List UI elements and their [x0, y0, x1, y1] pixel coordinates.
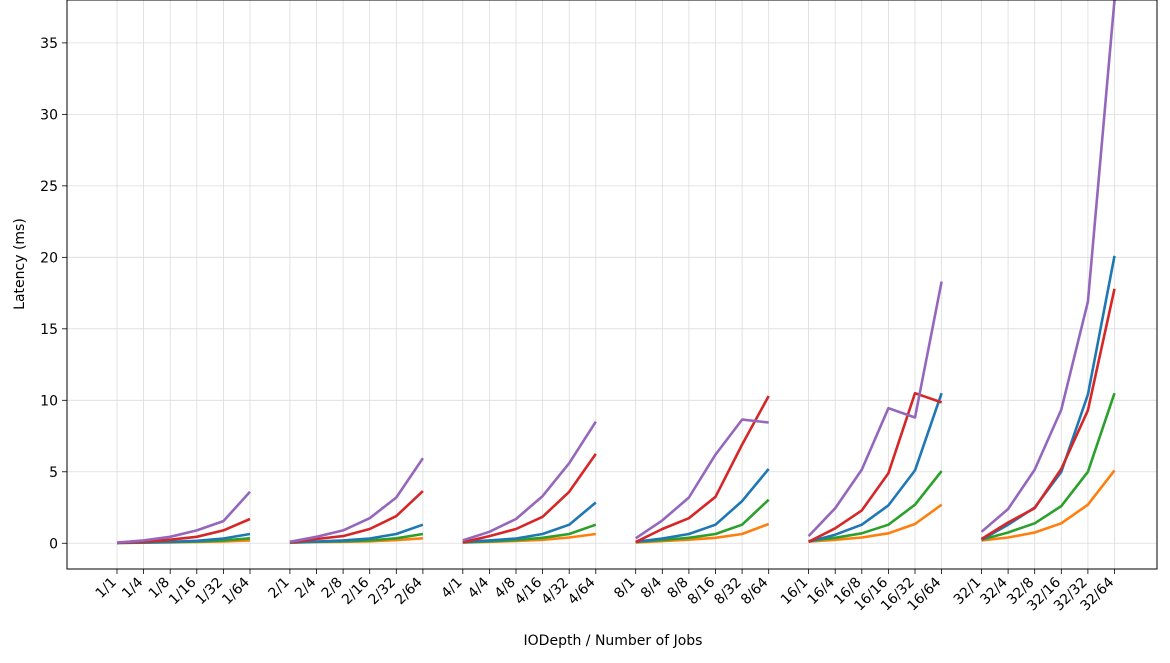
- series-5-segment-6: [980, 0, 1116, 533]
- y-axis-label: Latency (ms): [12, 218, 28, 310]
- series-4-segment-4: [635, 395, 770, 544]
- series-2-segment-5: [808, 470, 943, 543]
- series-3-segment-4: [635, 468, 770, 544]
- series-5-segment-2: [289, 457, 424, 544]
- y-tick-label: 25: [40, 179, 58, 195]
- series-2-segment-6: [981, 392, 1116, 541]
- series-5-segment-3: [462, 420, 597, 542]
- series-1-segment-6: [981, 469, 1116, 542]
- y-tick-label: 0: [49, 536, 58, 552]
- series-5: [116, 0, 1116, 544]
- x-axis-label: IODepth / Number of Jobs: [524, 633, 703, 649]
- series-5-segment-5: [807, 281, 943, 537]
- y-tick-label: 10: [40, 393, 58, 409]
- series-3-segment-5: [808, 392, 943, 544]
- plot-frame: [66, 0, 1158, 570]
- y-tick-label: 30: [40, 107, 58, 123]
- series-4-segment-2: [289, 490, 424, 544]
- series-4-segment-3: [462, 453, 597, 544]
- y-axis-ticks: 0 5 10 15 20 25 30 35: [40, 36, 67, 552]
- series-2-segment-4: [635, 498, 770, 544]
- series-3-segment-2: [289, 523, 424, 544]
- series-layer: [116, 0, 1116, 545]
- series-5-segment-4: [634, 418, 769, 540]
- y-tick-label: 5: [49, 465, 58, 481]
- series-5-segment-1: [116, 490, 251, 544]
- grid: [67, 0, 1157, 569]
- y-tick-label: 20: [40, 250, 58, 266]
- series-3-segment-3: [462, 501, 597, 544]
- y-tick-label: 35: [40, 36, 58, 52]
- series-4-segment-6: [980, 288, 1116, 541]
- y-tick-label: 15: [40, 322, 58, 338]
- series-1-segment-5: [808, 503, 943, 543]
